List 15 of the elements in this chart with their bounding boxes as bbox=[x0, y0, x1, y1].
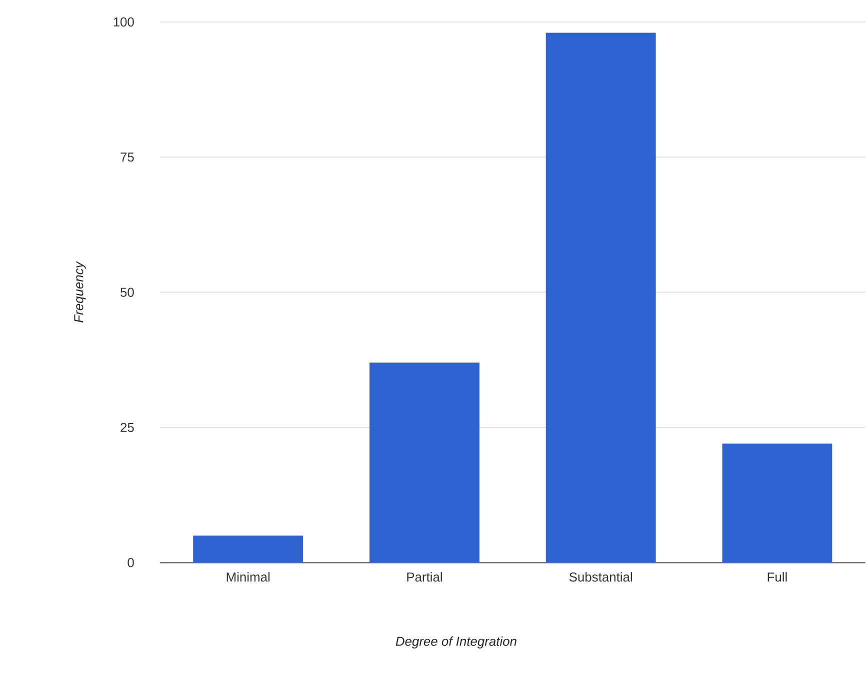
y-tick-label: 0 bbox=[128, 558, 134, 568]
bar bbox=[722, 444, 832, 563]
y-tick-label: 100 bbox=[114, 18, 134, 27]
x-tick-label: Full bbox=[768, 572, 787, 582]
y-tick-label: 75 bbox=[120, 152, 134, 162]
bar bbox=[546, 33, 656, 563]
x-axis-title: Degree of Integration bbox=[396, 636, 516, 649]
bar bbox=[370, 362, 480, 563]
x-tick-label: Partial bbox=[407, 572, 442, 582]
bar bbox=[193, 536, 304, 563]
y-axis-title: Frequency bbox=[74, 261, 86, 323]
x-tick-label: Minimal bbox=[226, 572, 270, 582]
y-tick-label: 25 bbox=[120, 423, 134, 432]
y-tick-label: 50 bbox=[120, 288, 134, 298]
x-tick-label: Substantial bbox=[569, 572, 632, 582]
